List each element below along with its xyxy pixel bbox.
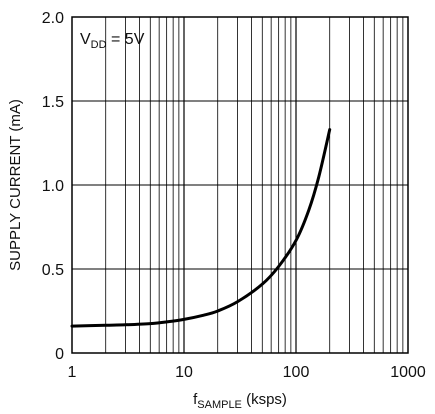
series-line — [70, 128, 332, 328]
tick-labels: 1 10 100 1000 0 0.5 1.0 1.5 2.0 — [42, 10, 426, 381]
y-axis-title: SUPPLY CURRENT (mA) — [7, 99, 24, 271]
chart-grid — [72, 17, 408, 353]
x-axis-title-sub: SAMPLE — [197, 399, 242, 411]
vdd-annotation-main: V — [80, 31, 91, 48]
x-axis-title-main: f — [193, 391, 198, 408]
x-tick-label: 10 — [175, 364, 193, 381]
x-axis-title: fSAMPLE (ksps) — [193, 391, 287, 411]
vdd-annotation-suffix: = 5V — [107, 31, 145, 48]
x-axis-title-suffix: (ksps) — [242, 391, 287, 408]
x-tick-label: 100 — [283, 364, 310, 381]
vdd-annotation-sub: DD — [91, 39, 107, 51]
y-tick-label: 2.0 — [42, 10, 64, 27]
y-tick-label: 0 — [55, 346, 64, 363]
y-tick-label: 1.5 — [42, 94, 64, 111]
x-tick-label: 1 — [68, 364, 77, 381]
y-tick-label: 0.5 — [42, 262, 64, 279]
vdd-annotation: VDD = 5V — [80, 31, 145, 51]
plot-frame — [71, 16, 409, 354]
x-tick-label: 1000 — [390, 364, 426, 381]
y-tick-label: 1.0 — [42, 178, 64, 195]
